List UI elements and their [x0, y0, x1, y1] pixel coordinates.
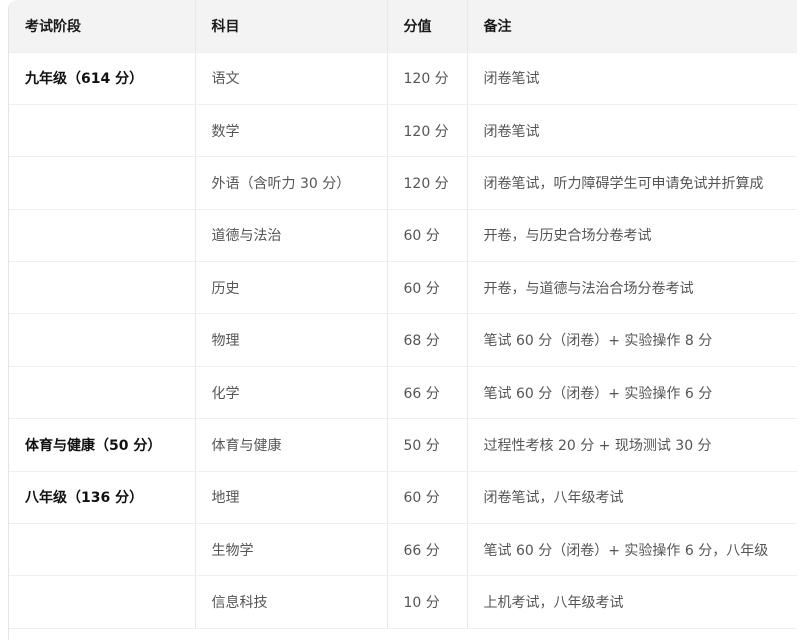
score-cell: 50 分	[387, 418, 468, 472]
table-row: 八年级（136 分） 地理 60 分闭卷笔试，八年级考试	[9, 471, 797, 525]
table-row: 道德与法治 60 分开卷，与历史合场分卷考试	[9, 209, 797, 263]
score-cell: 60 分	[387, 471, 468, 525]
table-row: 数学 120 分闭卷笔试	[9, 104, 797, 158]
score-cell: 120 分	[387, 104, 468, 158]
stage-cell: 八年级（136 分）	[9, 471, 196, 525]
exam-score-table: 考试阶段 科目 分值 备注 九年级（614 分） 语文 120 分闭卷笔试 数学 120…	[9, 0, 797, 629]
stage-cell	[9, 156, 196, 210]
table-row: 化学 66 分笔试 60 分（闭卷）+ 实验操作 6 分	[9, 366, 797, 420]
note-cell: 闭卷笔试	[467, 52, 797, 105]
stage-cell: 体育与健康（50 分）	[9, 418, 196, 472]
note-cell: 闭卷笔试，八年级考试	[467, 471, 797, 525]
note-cell: 笔试 60 分（闭卷）+ 实验操作 8 分	[467, 313, 797, 367]
score-cell: 120 分	[387, 52, 468, 105]
stage-cell	[9, 575, 196, 629]
table-row: 历史 60 分开卷，与道德与法治合场分卷考试	[9, 261, 797, 315]
header-subject: 科目	[195, 0, 388, 53]
note-cell: 过程性考核 20 分 + 现场测试 30 分	[467, 418, 797, 472]
table-row: 外语（含听力 30 分） 120 分闭卷笔试，听力障碍学生可申请免试并折算成	[9, 156, 797, 210]
table-row: 生物学 66 分笔试 60 分（闭卷）+ 实验操作 6 分，八年级	[9, 523, 797, 577]
header-note: 备注	[467, 0, 797, 53]
score-cell: 68 分	[387, 313, 468, 367]
subject-cell: 外语（含听力 30 分）	[195, 156, 388, 210]
stage-cell	[9, 366, 196, 420]
score-cell: 60 分	[387, 261, 468, 315]
table-row: 九年级（614 分） 语文 120 分闭卷笔试	[9, 52, 797, 105]
score-cell: 66 分	[387, 523, 468, 577]
stage-cell	[9, 523, 196, 577]
subject-cell: 地理	[195, 471, 388, 525]
stage-cell	[9, 104, 196, 158]
table-header-row: 考试阶段 科目 分值 备注	[9, 0, 797, 53]
score-cell: 60 分	[387, 209, 468, 263]
note-cell: 上机考试，八年级考试	[467, 575, 797, 629]
subject-cell: 语文	[195, 52, 388, 105]
subject-cell: 信息科技	[195, 575, 388, 629]
stage-cell	[9, 209, 196, 263]
subject-cell: 道德与法治	[195, 209, 388, 263]
subject-cell: 历史	[195, 261, 388, 315]
score-cell: 10 分	[387, 575, 468, 629]
header-stage: 考试阶段	[9, 0, 196, 53]
exam-table-container: 考试阶段 科目 分值 备注 九年级（614 分） 语文 120 分闭卷笔试 数学 120…	[8, 0, 797, 640]
table-row: 体育与健康（50 分） 体育与健康 50 分过程性考核 20 分 + 现场测试 30…	[9, 418, 797, 472]
subject-cell: 生物学	[195, 523, 388, 577]
note-cell: 笔试 60 分（闭卷）+ 实验操作 6 分，八年级	[467, 523, 797, 577]
score-cell: 120 分	[387, 156, 468, 210]
table-row: 物理 68 分笔试 60 分（闭卷）+ 实验操作 8 分	[9, 313, 797, 367]
header-score: 分值	[387, 0, 468, 53]
note-cell: 闭卷笔试	[467, 104, 797, 158]
subject-cell: 物理	[195, 313, 388, 367]
note-cell: 笔试 60 分（闭卷）+ 实验操作 6 分	[467, 366, 797, 420]
subject-cell: 体育与健康	[195, 418, 388, 472]
table-row: 信息科技 10 分上机考试，八年级考试	[9, 575, 797, 629]
stage-cell	[9, 313, 196, 367]
stage-cell	[9, 261, 196, 315]
note-cell: 闭卷笔试，听力障碍学生可申请免试并折算成	[467, 156, 797, 210]
note-cell: 开卷，与道德与法治合场分卷考试	[467, 261, 797, 315]
note-cell: 开卷，与历史合场分卷考试	[467, 209, 797, 263]
subject-cell: 化学	[195, 366, 388, 420]
score-cell: 66 分	[387, 366, 468, 420]
subject-cell: 数学	[195, 104, 388, 158]
stage-cell: 九年级（614 分）	[9, 52, 196, 105]
